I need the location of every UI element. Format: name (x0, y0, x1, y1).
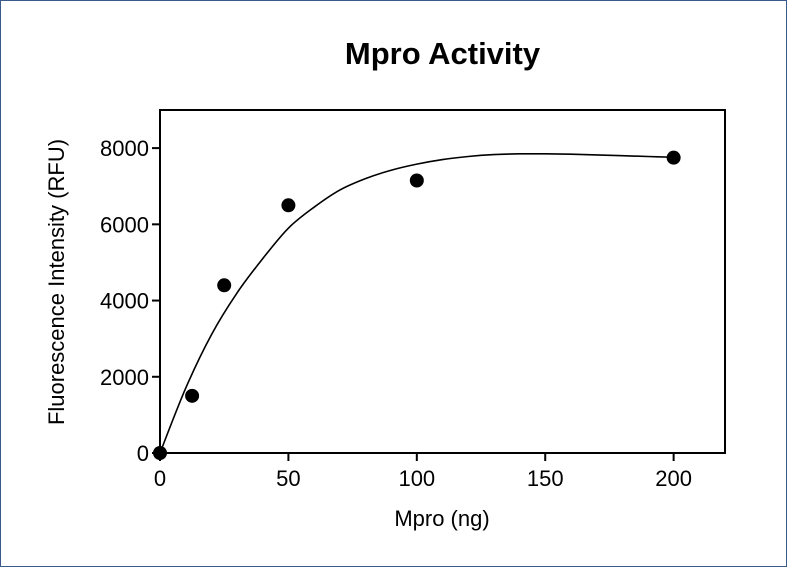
fit-curve (159, 152, 674, 454)
x-tick-label: 100 (398, 466, 435, 491)
data-point (217, 278, 232, 293)
data-point (666, 150, 681, 165)
y-tick-label: 2000 (100, 365, 149, 390)
y-axis-label: Fluorescence Intensity (RFU) (44, 139, 69, 425)
data-points (153, 150, 681, 460)
y-tick-label: 0 (137, 441, 149, 466)
x-tick-label: 200 (655, 466, 692, 491)
data-point (153, 446, 167, 460)
chart-title: Mpro Activity (344, 36, 541, 71)
x-tick-label: 50 (276, 466, 300, 491)
y-tick-label: 8000 (100, 136, 149, 161)
y-tick-label: 6000 (100, 212, 149, 237)
x-axis-ticks: 0 50 100 150 200 (154, 453, 692, 491)
data-point (281, 198, 296, 213)
x-tick-label: 150 (527, 466, 564, 491)
x-tick-label: 0 (154, 466, 166, 491)
x-axis-label: Mpro (ng) (394, 506, 489, 531)
y-tick-label: 4000 (100, 289, 149, 314)
plot-area-frame (159, 109, 726, 454)
data-point (185, 388, 200, 403)
y-axis-ticks: 0 2000 4000 6000 8000 (100, 136, 160, 466)
data-point (409, 173, 424, 188)
